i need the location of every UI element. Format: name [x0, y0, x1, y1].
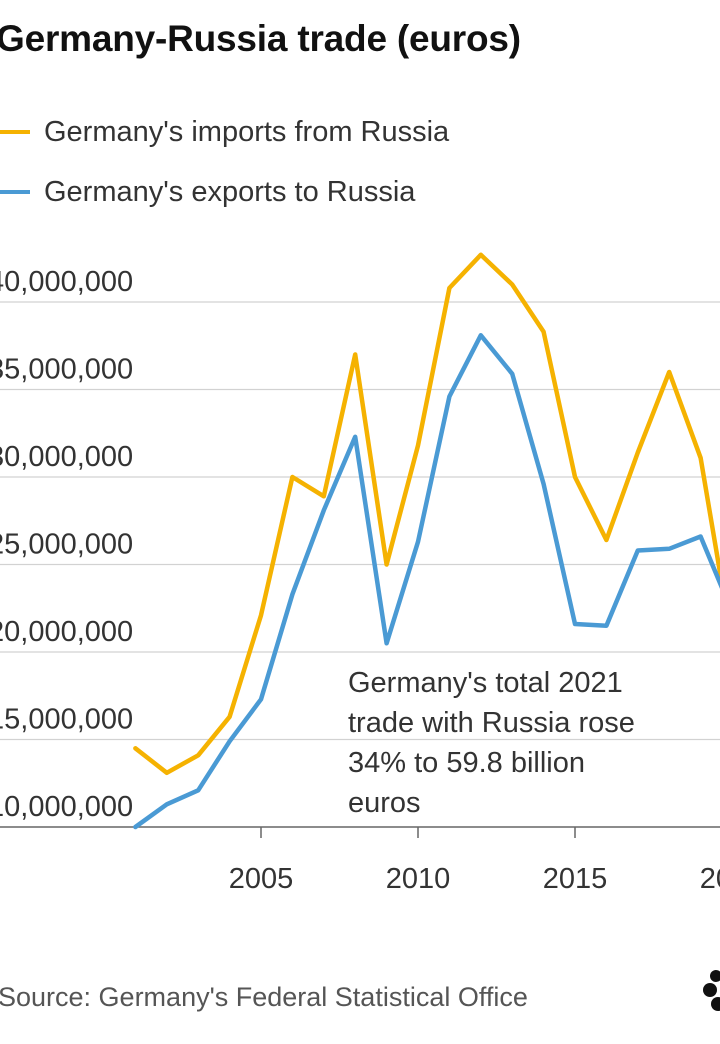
- y-tick-label-0: 10,000,000: [0, 791, 133, 823]
- y-tick-label-5: 35,000,000: [0, 354, 133, 386]
- legend-swatch-imports: [0, 130, 30, 134]
- grid-lines: [0, 301, 720, 828]
- legend-label-imports: Germany's imports from Russia: [44, 116, 450, 148]
- chart-title: Germany-Russia trade (euros): [0, 18, 521, 59]
- annotation-line-0: Germany's total 2021: [348, 667, 623, 699]
- series-lines: [133, 252, 720, 830]
- annotation-line-1: trade with Russia rose: [348, 707, 635, 739]
- series-line-imports: [133, 252, 720, 776]
- chart-annotation: Germany's total 2021 trade with Russia ro…: [348, 667, 635, 819]
- source-note: Source: Germany's Federal Statistical Of…: [0, 982, 528, 1012]
- chart-plot: 10,000,000 15,000,000 20,000,000 25,000,000…: [0, 252, 720, 895]
- x-tick-label-0: 2005: [229, 863, 294, 895]
- legend-swatch-exports: [0, 190, 30, 194]
- annotation-line-3: euros: [348, 787, 421, 819]
- series-line-exports: [133, 333, 720, 830]
- y-tick-labels: 10,000,000 15,000,000 20,000,000 25,000,000…: [0, 266, 133, 823]
- y-tick-label-2: 20,000,000: [0, 616, 133, 648]
- y-tick-label-4: 30,000,000: [0, 441, 133, 473]
- legend-label-exports: Germany's exports to Russia: [44, 176, 416, 208]
- x-tick-label-2: 2015: [543, 863, 608, 895]
- x-axis: 2005 2010 2015 2020: [229, 827, 720, 895]
- annotation-line-2: 34% to 59.8 billion: [348, 747, 585, 779]
- y-tick-label-6: 40,000,000: [0, 266, 133, 298]
- publisher-logo-icon: [703, 970, 720, 1011]
- x-tick-label-3: 2020: [700, 863, 720, 895]
- y-tick-label-3: 25,000,000: [0, 529, 133, 561]
- x-tick-label-1: 2010: [386, 863, 451, 895]
- y-tick-label-1: 15,000,000: [0, 704, 133, 736]
